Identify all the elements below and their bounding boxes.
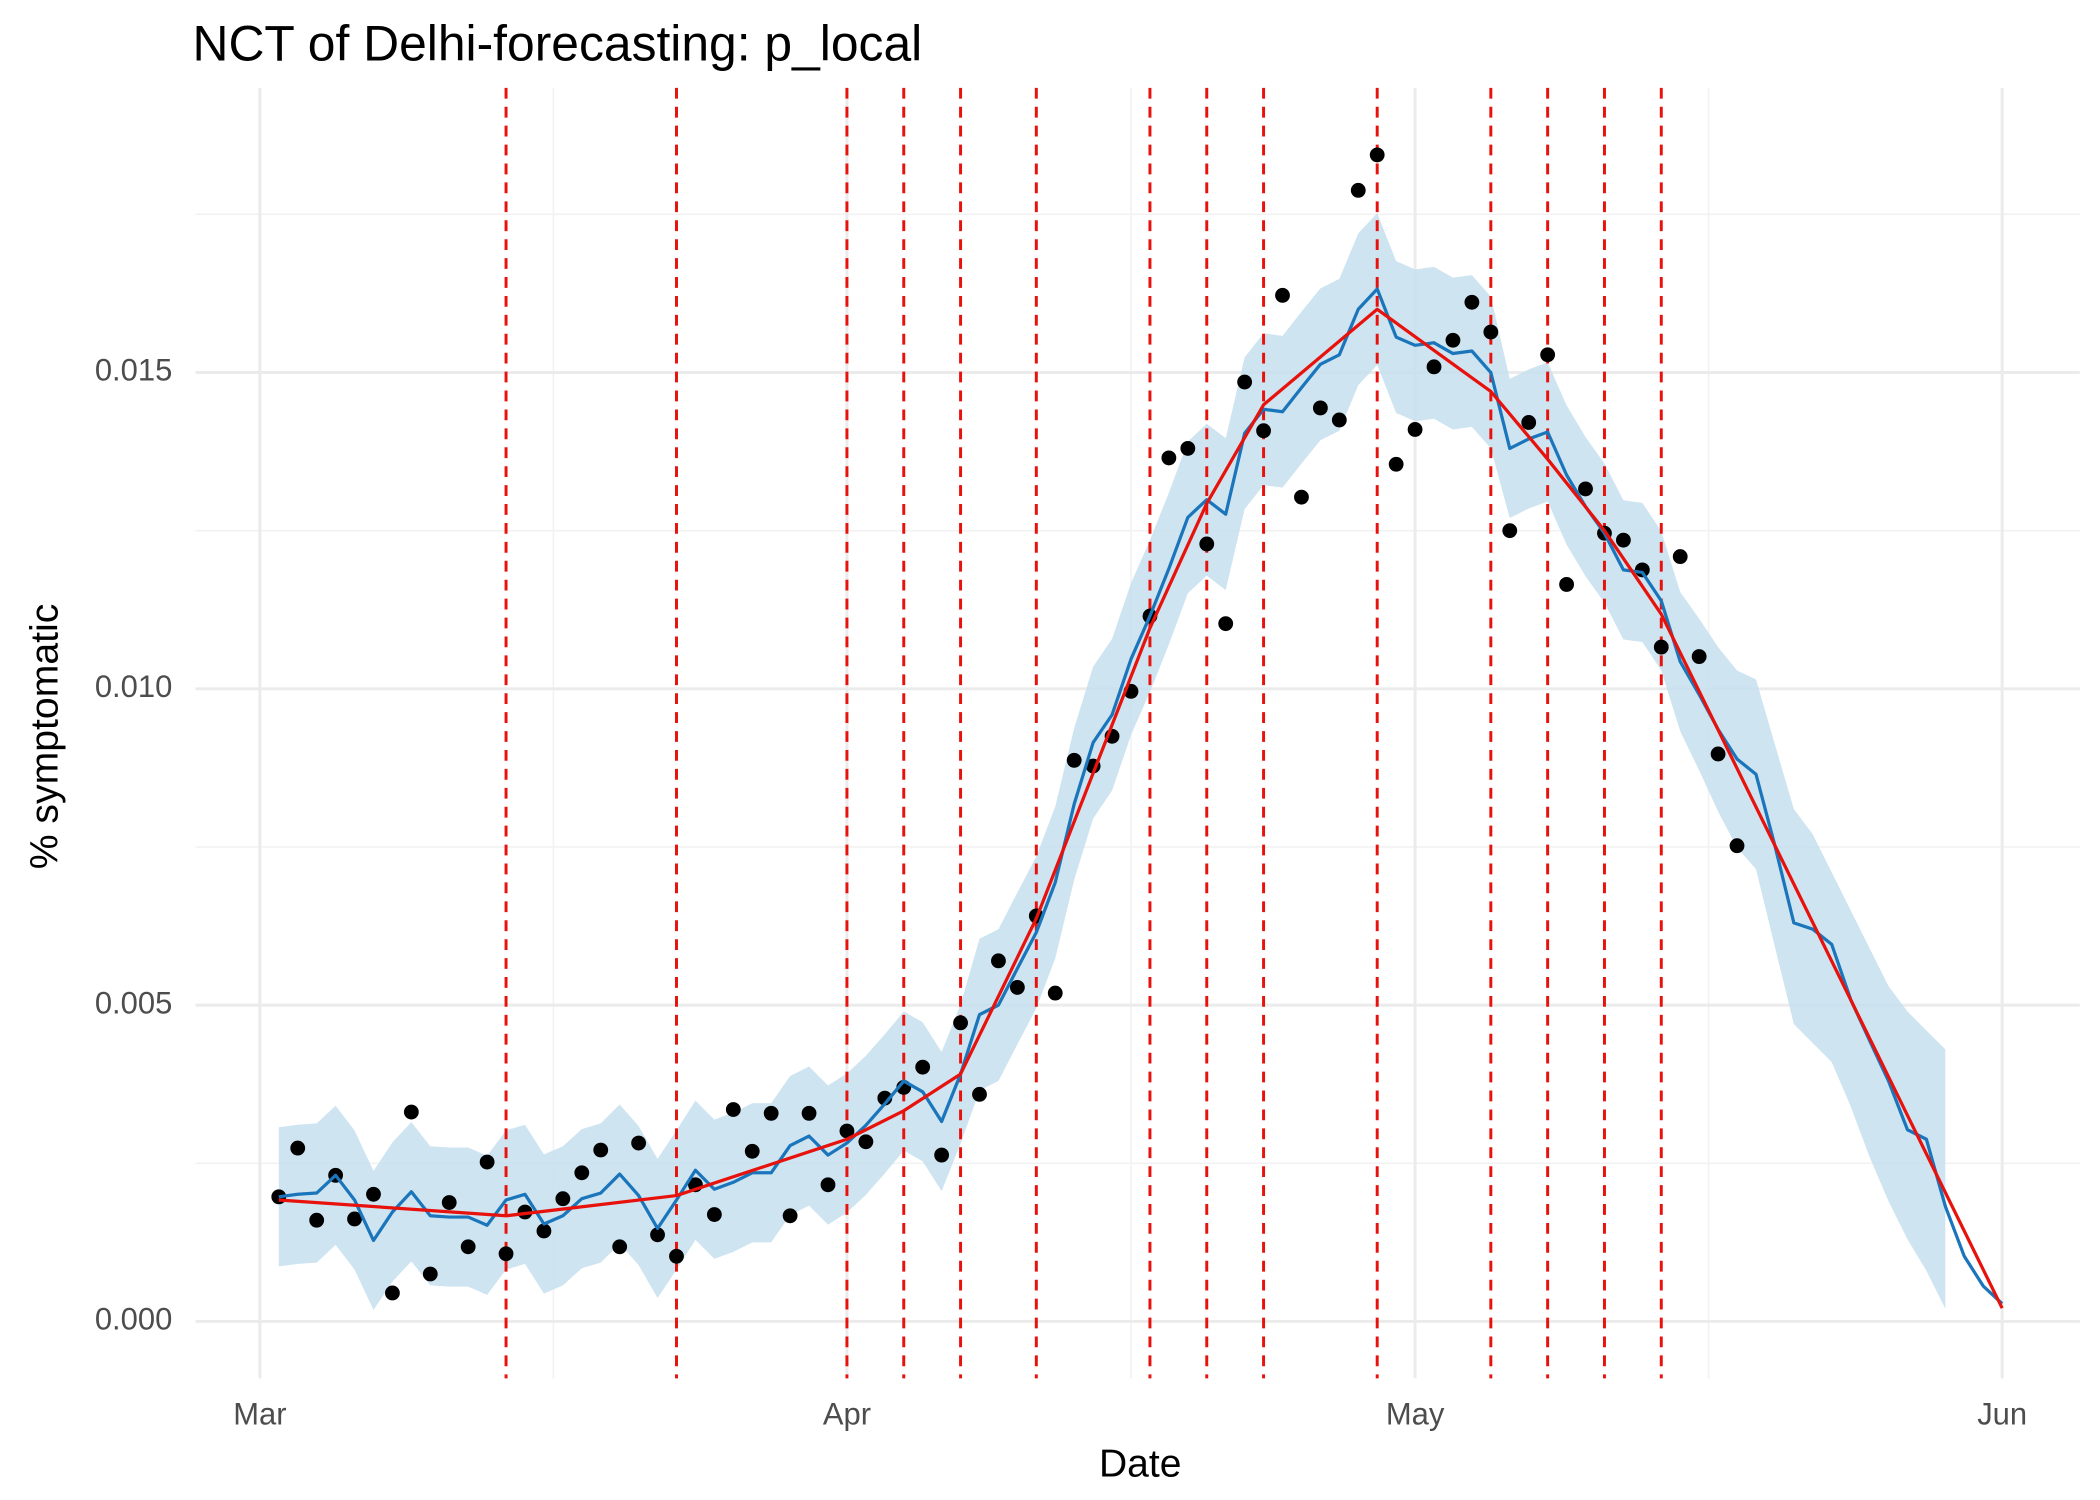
observed-point [1066, 752, 1082, 768]
observed-point [403, 1104, 419, 1120]
observed-point [1710, 746, 1726, 762]
observed-point [1275, 287, 1290, 303]
observed-point [612, 1239, 628, 1255]
observed-point [366, 1186, 381, 1202]
observed-point [1161, 450, 1177, 466]
observed-point [801, 1105, 817, 1121]
x-tick-label: Jun [1977, 1396, 2027, 1431]
observed-point [953, 1015, 968, 1031]
observed-point [1047, 985, 1063, 1001]
observed-point [1218, 616, 1234, 632]
observed-point [441, 1195, 457, 1210]
observed-point [1502, 523, 1518, 539]
observed-point [593, 1142, 609, 1158]
observed-point [479, 1154, 495, 1170]
y-tick-label: 0.015 [95, 353, 172, 388]
observed-point [1483, 324, 1499, 340]
observed-point [498, 1246, 514, 1262]
observed-point [782, 1208, 798, 1224]
observed-point [555, 1191, 571, 1207]
observed-point [669, 1248, 684, 1264]
observed-point [763, 1105, 779, 1121]
observed-point [1369, 147, 1385, 163]
y-tick-label: 0.000 [95, 1302, 172, 1337]
observed-point [1578, 481, 1593, 497]
observed-point [915, 1059, 931, 1075]
observed-point [1729, 838, 1745, 854]
observed-point [1331, 412, 1347, 428]
observed-point [1312, 400, 1328, 416]
observed-point [972, 1086, 987, 1102]
x-tick-label: May [1386, 1396, 1445, 1431]
observed-point [1426, 359, 1442, 375]
x-tick-label: Mar [233, 1396, 286, 1431]
observed-point [422, 1266, 438, 1282]
observed-point [991, 953, 1006, 969]
observed-point [839, 1123, 855, 1139]
observed-point [934, 1147, 950, 1163]
observed-point [725, 1102, 741, 1117]
x-tick-label: Apr [823, 1396, 871, 1431]
observed-point [1521, 415, 1537, 430]
observed-point [1464, 294, 1480, 310]
observed-point [1634, 562, 1650, 578]
observed-point [574, 1165, 590, 1181]
fit-line [278, 307, 2004, 1309]
observed-point [1256, 423, 1271, 439]
observed-point [1653, 639, 1669, 655]
y-tick-label: 0.010 [95, 669, 172, 704]
observed-point [744, 1143, 760, 1159]
observed-point [650, 1227, 665, 1243]
observed-point [536, 1223, 552, 1239]
observed-point [1407, 422, 1423, 437]
observed-point [1199, 536, 1215, 552]
y-axis-title: % symptomatic [23, 604, 66, 870]
observed-point [1672, 549, 1688, 565]
chart-title: NCT of Delhi-forecasting: p_local [193, 15, 923, 71]
y-tick-label: 0.005 [95, 985, 172, 1020]
observed-point [1559, 577, 1574, 592]
observed-point [1540, 347, 1556, 363]
observed-point [706, 1207, 722, 1222]
observed-point [1388, 456, 1404, 472]
observed-point [309, 1212, 325, 1228]
confidence-band [278, 213, 1946, 1311]
observed-point [631, 1135, 647, 1151]
observed-point [820, 1177, 836, 1193]
observed-point [1180, 440, 1196, 456]
observed-point [460, 1239, 476, 1255]
observed-point [1009, 979, 1025, 995]
x-axis-title: Date [1099, 1442, 1181, 1485]
observed-point [1294, 489, 1309, 505]
observed-point [290, 1140, 306, 1156]
observed-point [1350, 182, 1366, 198]
observed-point [858, 1134, 874, 1150]
observed-point [1445, 332, 1461, 348]
observed-point [1615, 532, 1631, 548]
observed-point [1691, 649, 1707, 664]
observed-point [385, 1285, 400, 1301]
observed-point [1237, 374, 1253, 390]
observed-point [347, 1211, 362, 1227]
